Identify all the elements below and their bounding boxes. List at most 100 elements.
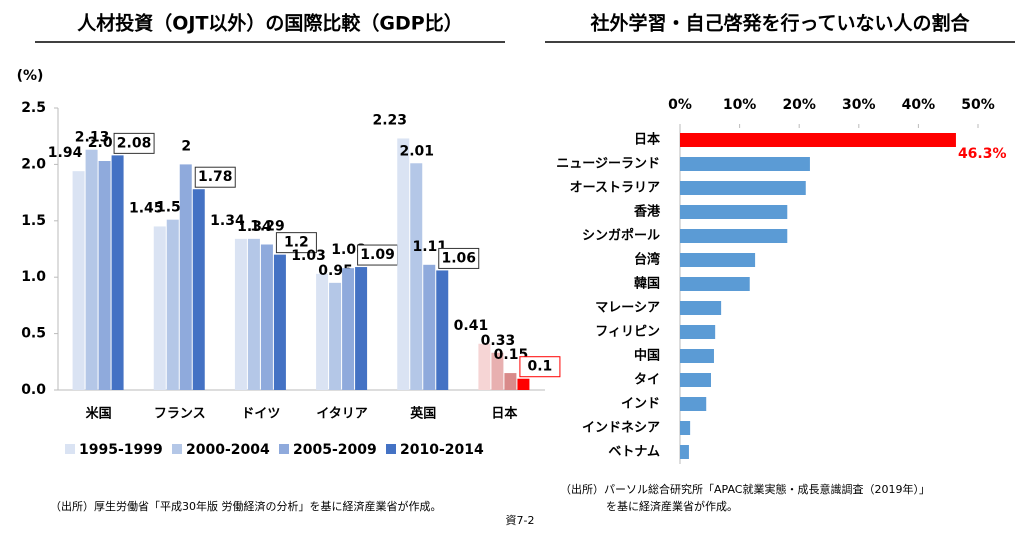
y-tick-label: 2.0 [21,156,46,172]
bar [234,238,247,390]
page-number: 資7-2 [506,514,535,527]
legend-swatch [172,444,182,454]
bar [517,378,530,390]
y-tick-label: シンガポール [582,228,660,244]
data-label: 1.34 [210,213,245,229]
label-box [275,232,317,254]
source-note: （出所）厚生労働省「平成30年版 労働経済の分析」を基に経済産業省が作成。 [50,499,442,513]
source-note: を基に経済産業省が作成。 [606,499,738,513]
y-tick-label: ニュージーランド [556,157,660,172]
data-label: 2.23 [372,112,407,128]
y-axis-label: (%) [17,68,44,84]
x-tick-label: 米国 [86,406,112,422]
x-tick-label: 50% [961,97,995,113]
bar [260,244,273,390]
bar [680,301,722,315]
chart-title: 人材投資（OJT以外）の国際比較（GDP比） [77,12,462,35]
y-tick-label: 0.5 [21,326,46,342]
y-tick-label: 2.5 [21,100,46,116]
bar [423,264,436,390]
data-label: 2.08 [117,135,152,151]
x-tick-label: 30% [842,97,876,113]
data-label: 1.29 [250,218,285,234]
legend-label: 2010-2014 [400,442,484,458]
data-label: 1.45 [129,200,164,216]
data-label: 1.09 [360,247,395,263]
x-tick-label: 20% [782,97,816,113]
y-tick-label: インドネシア [582,421,660,436]
legend-label: 1995-1999 [79,442,163,458]
bar [273,254,286,390]
y-tick-label: ベトナム [608,445,660,460]
legend-swatch [386,444,396,454]
y-tick-label: マレーシア [595,301,660,316]
x-tick-label: ドイツ [241,407,280,422]
y-tick-label: 1.5 [21,213,46,229]
bar [680,373,711,387]
x-tick-label: フランス [154,407,206,422]
y-tick-label: 1.0 [21,269,46,285]
x-tick-label: 日本 [491,406,517,422]
bar [355,267,368,390]
bar [342,268,355,390]
bar [192,189,205,390]
bar [680,397,707,411]
bar [680,181,806,195]
bar [680,421,691,435]
data-label: 0.41 [454,318,489,334]
legend-label: 2000-2004 [186,442,270,458]
x-tick-label: 10% [723,97,757,113]
bar [491,352,504,390]
bar [436,270,449,390]
bar [680,133,956,147]
data-label: 1.34 [237,219,272,235]
data-label: 1.06 [441,250,476,266]
bar [504,373,517,390]
data-label: 0.1 [528,359,553,375]
data-label: 1.03 [291,248,326,264]
bar [680,349,714,363]
bar [680,277,750,291]
label-box [438,247,480,269]
bar [98,161,111,390]
data-label: 2.01 [399,143,434,159]
data-label: 2.13 [75,130,110,146]
bar [72,171,85,390]
y-tick-label: 香港 [633,204,661,220]
label-box [113,132,155,154]
x-tick-label: 40% [902,97,936,113]
x-tick-label: 0% [668,97,692,113]
legend-swatch [279,444,289,454]
bar [680,445,689,459]
bar [680,325,716,339]
y-tick-label: 台湾 [634,252,660,268]
bar [247,238,260,390]
chart-title: 社外学習・自己啓発を行っていない人の割合 [589,12,970,35]
bar [179,164,192,390]
data-label: 2 [181,138,191,154]
bar [397,138,410,390]
y-tick-label: フィリピン [595,325,660,340]
bar [680,253,756,267]
y-tick-label: タイ [634,373,660,388]
y-tick-label: インド [621,397,660,412]
y-tick-label: 韓国 [634,276,660,292]
bar [478,343,491,390]
bar [111,155,124,390]
label-box [519,356,561,378]
bar [316,273,329,390]
source-note: （出所）パーソル総合研究所「APAC就業実態・成長意識調査（2019年）」 [560,482,930,496]
data-label: 1.94 [48,145,83,161]
legend-label: 2005-2009 [293,442,377,458]
bar [329,282,342,390]
bar [166,219,179,390]
data-label: 1.2 [284,235,309,251]
y-tick-label: オーストラリア [570,181,660,196]
bar [680,229,788,243]
y-tick-label: 0.0 [21,382,46,398]
data-label: 1.78 [198,169,233,185]
legend-swatch [65,444,75,454]
bar [410,163,423,390]
x-tick-label: 英国 [409,406,436,422]
